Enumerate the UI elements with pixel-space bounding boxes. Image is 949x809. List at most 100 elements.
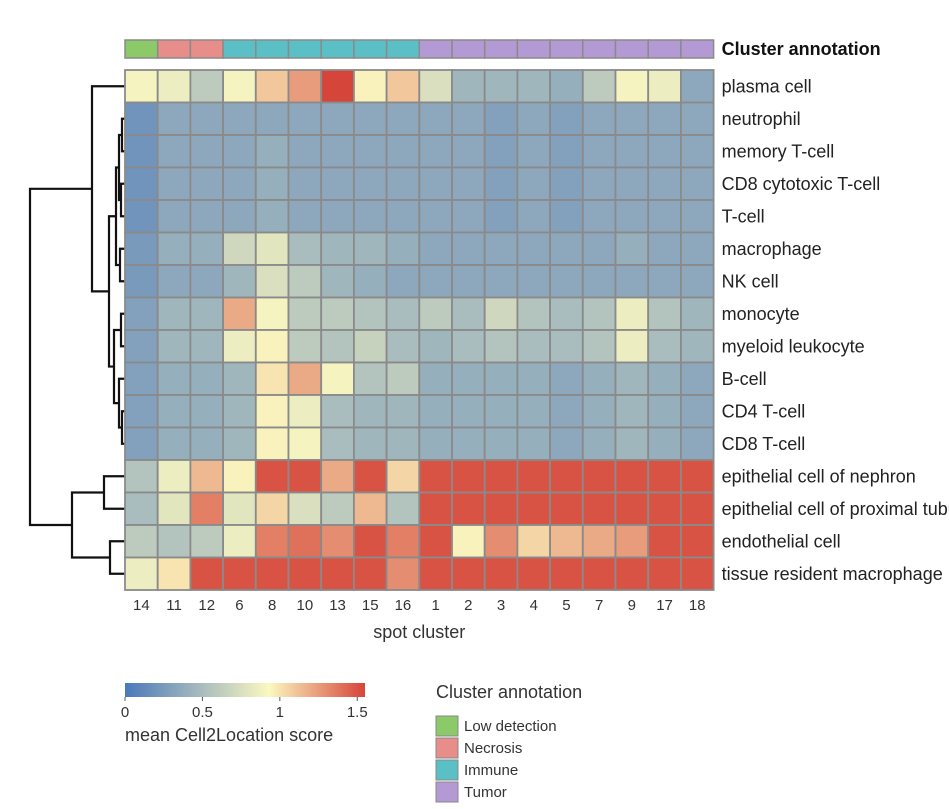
heatmap-cell — [385, 199, 421, 234]
heatmap-cell — [352, 491, 388, 526]
heatmap-cell — [483, 296, 519, 331]
legend-swatch — [435, 781, 459, 803]
heatmap-cell — [647, 394, 682, 429]
heatmap-cell — [124, 231, 159, 266]
heatmap-cell — [418, 329, 453, 364]
colorbar-gradient — [125, 683, 365, 697]
heatmap-cell — [254, 394, 290, 429]
column-label: 8 — [268, 597, 276, 614]
legend-label: Necrosis — [464, 740, 522, 757]
heatmap-cell — [614, 134, 650, 169]
legend: Low detection Necrosis Immune Tumor — [435, 715, 557, 803]
heatmap-cell — [549, 166, 584, 201]
heatmap-cell — [287, 329, 323, 364]
legend-swatch — [435, 715, 459, 737]
heatmap-cell — [418, 231, 453, 266]
heatmap-cell — [222, 296, 257, 331]
heatmap-cell — [254, 556, 290, 591]
heatmap-cell — [581, 426, 617, 461]
heatmap-cell — [451, 264, 486, 299]
row-label: monocyte — [722, 304, 800, 324]
heatmap-cell — [124, 264, 159, 299]
heatmap-cell — [254, 329, 290, 364]
annotation-cell — [418, 39, 453, 59]
annotation-cell — [320, 39, 355, 59]
heatmap-cell — [549, 134, 584, 169]
row-label: tissue resident macrophage — [722, 564, 943, 584]
heatmap-cell — [222, 394, 257, 429]
heatmap-cell — [483, 556, 519, 591]
heatmap-cell — [549, 491, 584, 526]
heatmap-cell — [549, 361, 584, 396]
heatmap-cell — [581, 231, 617, 266]
annotation-cell — [549, 39, 584, 59]
heatmap-cell — [614, 296, 650, 331]
heatmap-cell — [124, 361, 159, 396]
heatmap-cell — [189, 264, 224, 299]
heatmap-cell — [516, 394, 552, 429]
heatmap-cell — [156, 264, 192, 299]
heatmap-cell — [418, 361, 453, 396]
row-label: CD4 T-cell — [722, 401, 806, 421]
heatmap-cell — [549, 264, 584, 299]
heatmap-cell — [222, 524, 257, 559]
heatmap-cell — [156, 329, 192, 364]
annotation-cell — [582, 39, 617, 59]
heatmap-cell — [483, 264, 519, 299]
column-label: 6 — [235, 597, 243, 614]
heatmap-cell — [320, 264, 355, 299]
heatmap-cell — [483, 394, 519, 429]
heatmap-cell — [320, 199, 355, 234]
heatmap-cell — [549, 426, 584, 461]
heatmap-cell — [451, 394, 486, 429]
heatmap-cell — [614, 426, 650, 461]
heatmap-cell — [352, 394, 388, 429]
heatmap-cell — [418, 199, 453, 234]
heatmap-cell — [287, 426, 323, 461]
row-label: macrophage — [722, 239, 822, 259]
heatmap-cell — [287, 134, 323, 169]
column-label: 9 — [628, 597, 636, 614]
heatmap-cell — [549, 329, 584, 364]
dendrogram-branch — [102, 475, 125, 510]
heatmap-cell — [451, 361, 486, 396]
heatmap-cell — [352, 69, 388, 104]
heatmap-cell — [287, 199, 323, 234]
heatmap-cell — [516, 231, 552, 266]
heatmap-cell — [385, 459, 421, 494]
colorbar-tick-label: 1.5 — [347, 704, 368, 721]
heatmap-cell — [254, 231, 290, 266]
annotation-cell — [451, 39, 486, 59]
heatmap-cell — [320, 426, 355, 461]
heatmap-cell — [483, 166, 519, 201]
heatmap-cell — [352, 524, 388, 559]
heatmap-cell — [254, 491, 290, 526]
heatmap-cell — [581, 556, 617, 591]
heatmap-cell — [189, 134, 224, 169]
heatmap-cell — [516, 134, 552, 169]
heatmap-cell — [451, 426, 486, 461]
heatmap-cell — [516, 329, 552, 364]
heatmap-cell — [320, 394, 355, 429]
heatmap-cell — [254, 296, 290, 331]
heatmap-cell — [483, 101, 519, 136]
heatmap-cell — [549, 296, 584, 331]
heatmap-cell — [418, 524, 453, 559]
heatmap-cell — [614, 199, 650, 234]
heatmap-cell — [156, 394, 192, 429]
heatmap-cell — [385, 134, 421, 169]
heatmap-cell — [287, 491, 323, 526]
heatmap-cell — [254, 361, 290, 396]
heatmap-cell — [549, 69, 584, 104]
row-label: CD8 T-cell — [722, 434, 806, 454]
heatmap-cell — [581, 101, 617, 136]
heatmap-cell — [516, 199, 552, 234]
heatmap-cell — [680, 491, 715, 526]
heatmap-cell — [222, 264, 257, 299]
heatmap-cell — [287, 361, 323, 396]
row-label: plasma cell — [722, 76, 812, 96]
legend-label: Tumor — [464, 784, 507, 801]
column-label: 7 — [595, 597, 603, 614]
heatmap-cell — [156, 231, 192, 266]
heatmap-cell — [352, 459, 388, 494]
